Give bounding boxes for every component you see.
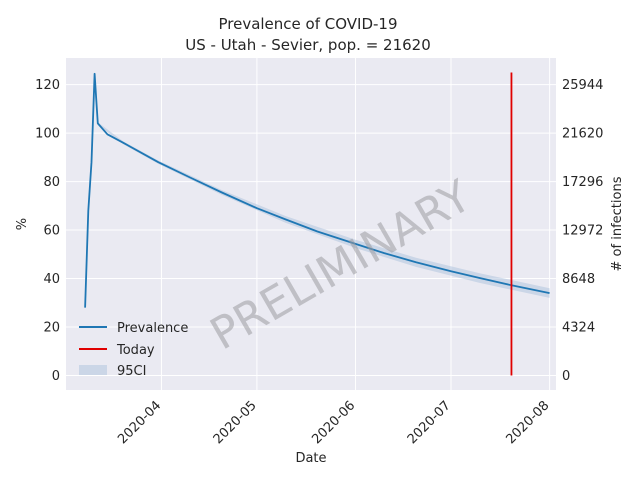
chart-title-line1: Prevalence of COVID-19 — [218, 15, 397, 33]
left-tick-label: 20 — [43, 320, 60, 335]
right-tick-label: 8648 — [562, 272, 595, 287]
right-tick-label: 0 — [562, 369, 570, 384]
gridlines — [66, 58, 556, 390]
ci-band — [97, 122, 550, 298]
left-tick-label: 40 — [43, 272, 60, 287]
legend-label-ci: 95CI — [117, 364, 146, 379]
left-tick-label: 0 — [52, 369, 60, 384]
right-axis-ticks: 0 4324 8648 12972 17296 21620 25944 — [562, 78, 603, 384]
legend: Prevalence Today 95CI — [79, 321, 188, 379]
legend-swatch-ci — [79, 365, 107, 375]
prevalence-line — [84, 72, 550, 308]
right-tick-label: 21620 — [562, 127, 603, 142]
right-tick-label: 17296 — [562, 175, 603, 190]
x-axis-label: Date — [295, 451, 326, 466]
right-tick-label: 4324 — [562, 320, 595, 335]
y-axis-label-right: # of infections — [610, 176, 625, 271]
chart-title-line2: US - Utah - Sevier, pop. = 21620 — [185, 36, 431, 54]
left-axis-ticks: 0 20 40 60 80 100 120 — [35, 78, 60, 384]
legend-label-today: Today — [116, 343, 155, 358]
right-tick-label: 25944 — [562, 78, 603, 93]
legend-label-prevalence: Prevalence — [117, 321, 188, 336]
left-tick-label: 60 — [43, 224, 60, 239]
left-tick-label: 80 — [43, 175, 60, 190]
y-axis-label: % — [15, 218, 30, 230]
right-tick-label: 12972 — [562, 224, 603, 239]
plot-area — [66, 58, 556, 390]
left-tick-label: 120 — [35, 78, 60, 93]
left-tick-label: 100 — [35, 127, 60, 142]
